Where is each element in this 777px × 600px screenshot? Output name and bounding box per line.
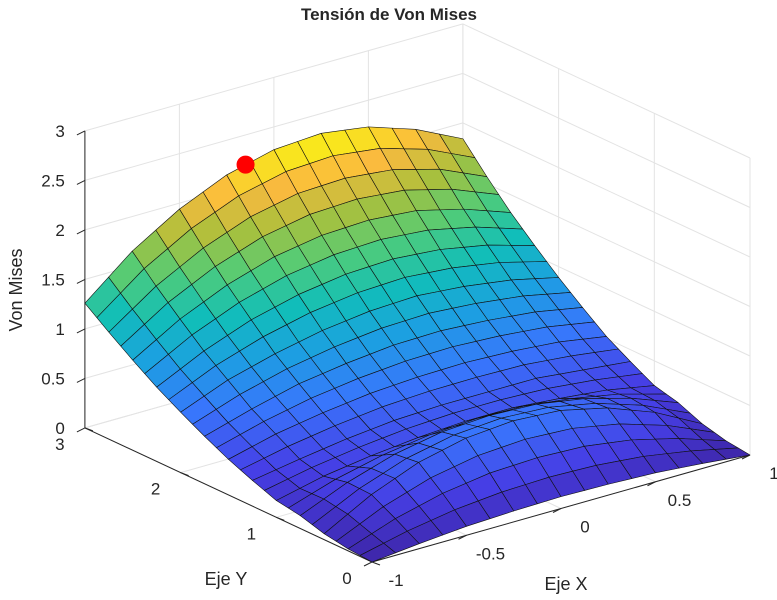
y-tick-label: 2 [151, 480, 160, 499]
y-tick-label: 3 [55, 435, 64, 454]
x-tick-label: 0.5 [668, 491, 692, 510]
y-axis-line [84, 427, 373, 563]
grid-line [462, 72, 751, 208]
x-tick-label: -1 [388, 571, 403, 590]
grid-line [462, 122, 751, 258]
x-tick [647, 481, 656, 487]
z-axis-label: Von Mises [6, 248, 26, 331]
y-tick [371, 561, 381, 566]
z-tick-label: 2 [55, 221, 64, 240]
surface-patch [359, 542, 396, 563]
max-point-marker [236, 155, 255, 174]
z-tick [76, 328, 86, 334]
z-tick-label: 0 [55, 419, 64, 438]
x-tick [741, 454, 751, 460]
z-tick [76, 130, 86, 136]
grid-line [462, 171, 751, 307]
y-tick [180, 472, 189, 477]
y-tick [84, 427, 94, 432]
axes [76, 130, 751, 567]
grid-line [84, 23, 464, 132]
x-tick-label: 0 [580, 518, 589, 537]
grid-line [84, 72, 464, 181]
chart-title: Tensión de Von Mises [301, 5, 477, 24]
x-tick [552, 508, 562, 513]
z-tick-label: 1 [55, 320, 64, 339]
z-tick-label: 2.5 [41, 171, 65, 190]
x-tick-label: -0.5 [476, 544, 505, 563]
z-tick-label: 3 [55, 122, 64, 141]
z-tick [76, 377, 86, 383]
z-tick [76, 229, 86, 235]
y-tick [276, 516, 285, 521]
z-tick-label: 1.5 [41, 270, 65, 289]
x-tick-label: 1 [769, 464, 777, 483]
x-tick [363, 561, 373, 567]
x-axis-label: Eje X [544, 574, 587, 594]
z-tick-label: 0.5 [41, 369, 65, 388]
y-tick-label: 0 [342, 569, 351, 588]
x-tick [458, 534, 467, 540]
z-tick [76, 427, 86, 433]
markers [236, 155, 255, 174]
y-axis-label: Eje Y [205, 569, 248, 589]
surface [84, 126, 751, 563]
z-tick [76, 278, 86, 284]
y-tick-label: 1 [247, 524, 256, 543]
grid-line [462, 23, 751, 159]
z-tick [76, 179, 86, 185]
